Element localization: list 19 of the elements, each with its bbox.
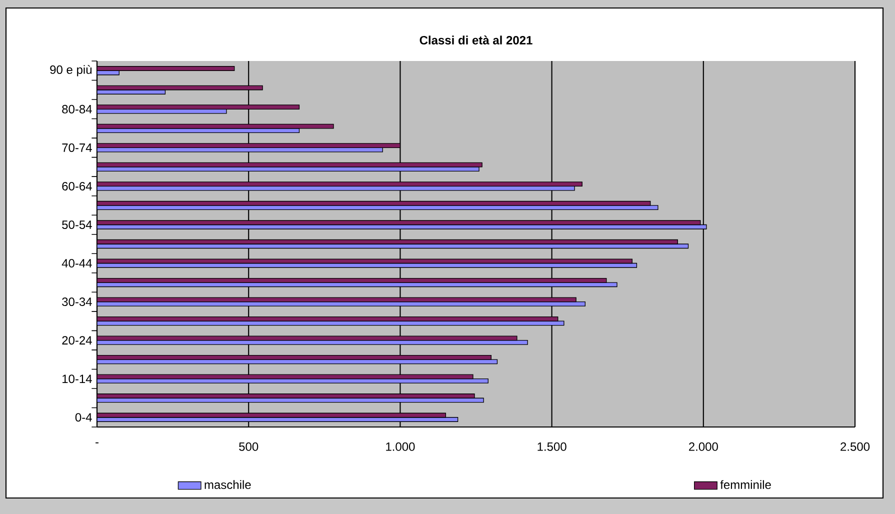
- x-tick-label: 2.000: [689, 442, 718, 451]
- x-tick-label: -: [96, 442, 98, 444]
- y-tick-label: 70-74: [62, 143, 92, 152]
- x-tick-label: 1.000: [386, 442, 415, 451]
- y-tick-label: 40-44: [62, 259, 92, 268]
- y-tick-label: 90 e più: [50, 64, 92, 76]
- legend-label: femminile: [720, 480, 771, 490]
- y-tick-label: 20-24: [62, 336, 92, 345]
- x-tick-label: 2.500: [840, 442, 870, 451]
- y-tick-label: 10-14: [62, 374, 92, 384]
- chart-title: Classi di età al 2021: [420, 36, 532, 44]
- legend-label: maschile: [204, 480, 251, 490]
- y-tick-label: 50-54: [62, 220, 92, 229]
- x-tick-label: 500: [239, 442, 258, 451]
- y-tick-label: 30-34: [62, 298, 92, 306]
- y-tick-label: 60-64: [62, 182, 92, 190]
- x-tick-label: 1.500: [538, 442, 566, 451]
- y-tick-label: 0-4: [75, 413, 92, 422]
- y-tick-label: 80-84: [62, 104, 92, 114]
